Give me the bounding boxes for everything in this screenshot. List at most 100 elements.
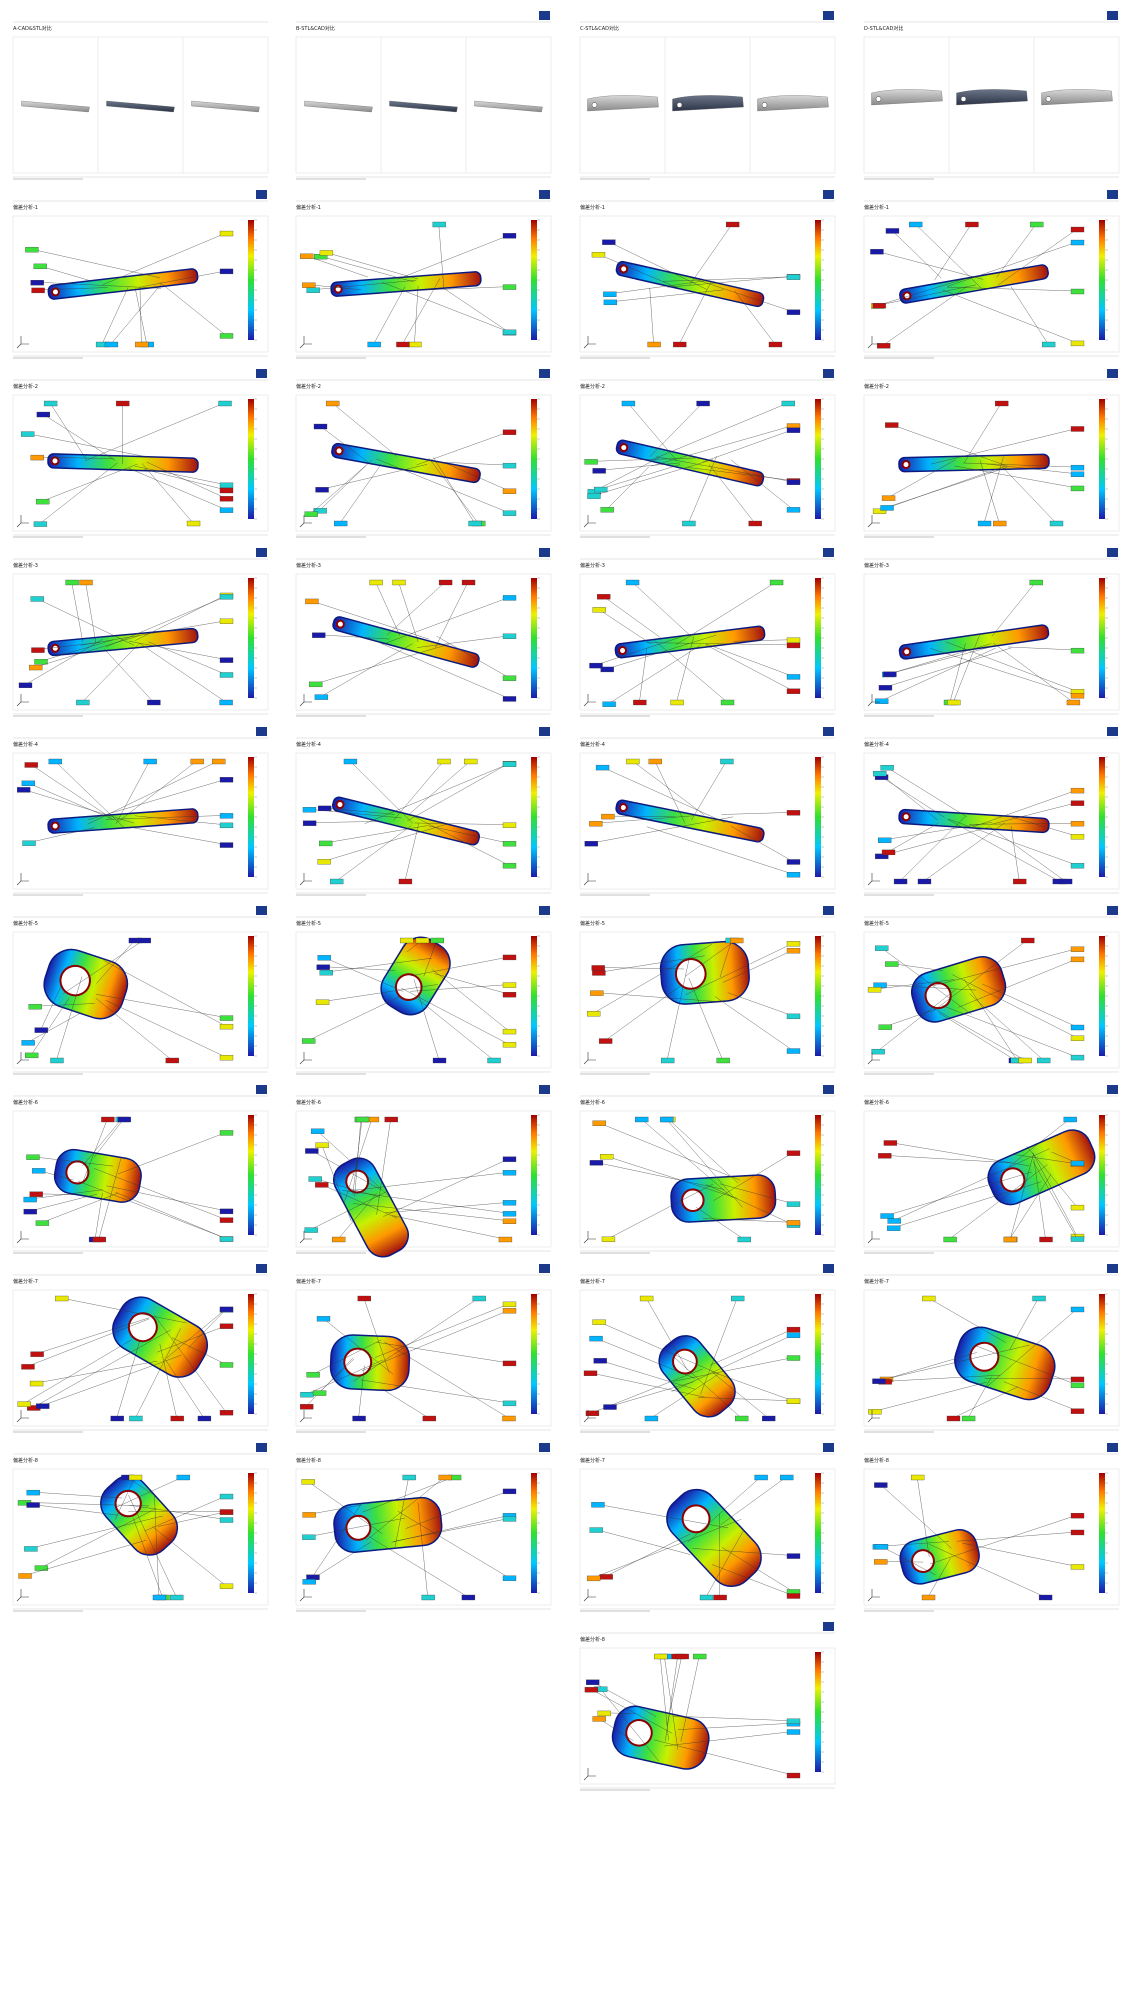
callout-line bbox=[1032, 1161, 1078, 1239]
callout-label bbox=[876, 343, 891, 349]
callout-line bbox=[952, 1386, 1018, 1419]
callout-label bbox=[430, 937, 444, 944]
callout-line bbox=[40, 639, 114, 662]
callout-label bbox=[874, 1559, 888, 1565]
part-hole bbox=[50, 456, 60, 466]
part-hole bbox=[761, 102, 768, 108]
callout-label bbox=[25, 1052, 39, 1059]
callout-label bbox=[402, 1474, 416, 1481]
callout-line bbox=[318, 634, 390, 640]
logo bbox=[823, 727, 834, 736]
callout-line bbox=[878, 1541, 950, 1547]
part-hole bbox=[674, 958, 707, 990]
callout-label bbox=[34, 1565, 49, 1571]
callout-label bbox=[786, 1048, 801, 1054]
callout-label bbox=[661, 1057, 675, 1064]
page-title: 偏差分析-7 bbox=[580, 1278, 605, 1285]
part-hole bbox=[902, 647, 912, 657]
report-page: 偏差分析-3 bbox=[863, 548, 1120, 717]
callout-line bbox=[368, 1536, 469, 1598]
callout-line bbox=[1014, 1154, 1078, 1164]
callout-label bbox=[625, 579, 640, 586]
axis-triad bbox=[583, 1410, 596, 1423]
callout-line bbox=[688, 456, 717, 524]
callout-label bbox=[384, 1116, 398, 1123]
callout-line bbox=[953, 635, 980, 703]
callout-line bbox=[654, 760, 686, 824]
callout-label bbox=[597, 594, 611, 600]
axis-triad bbox=[583, 336, 596, 349]
footer-bar bbox=[13, 1610, 83, 1612]
callout-line bbox=[595, 634, 687, 666]
callout-label bbox=[502, 1575, 517, 1581]
callout-line bbox=[969, 993, 1044, 1061]
callout-line bbox=[116, 1341, 140, 1419]
callout-line bbox=[932, 948, 1078, 987]
callout-line bbox=[77, 1180, 227, 1239]
page-title: 偏差分析-5 bbox=[13, 920, 38, 927]
page-title: 偏差分析-6 bbox=[296, 1099, 321, 1106]
report-page: A-CAD&STL对比 bbox=[12, 11, 269, 180]
report-page: 偏差分析-1 bbox=[579, 190, 836, 359]
callout-label bbox=[502, 329, 517, 336]
callout-label bbox=[219, 1509, 234, 1515]
callout-line bbox=[105, 999, 227, 1058]
callout-line bbox=[645, 1297, 688, 1371]
part-hole bbox=[969, 1341, 1000, 1372]
callout-label bbox=[881, 495, 896, 501]
part-deviation-map bbox=[333, 1157, 409, 1258]
callout-label bbox=[104, 341, 119, 348]
callout-line bbox=[1010, 286, 1049, 345]
callout-line bbox=[1032, 1152, 1078, 1237]
callout-label bbox=[786, 1150, 801, 1156]
callout-label bbox=[881, 849, 896, 856]
callout-line bbox=[982, 983, 1078, 1028]
report-page: 偏差分析-3 bbox=[579, 548, 836, 717]
footer-bar bbox=[580, 536, 650, 538]
callout-label bbox=[883, 671, 897, 677]
callout-label bbox=[317, 955, 331, 961]
callout-label bbox=[21, 1364, 35, 1370]
report-page: 偏差分析-2 bbox=[863, 369, 1120, 538]
logo bbox=[1107, 190, 1118, 199]
color-scale bbox=[531, 1473, 537, 1593]
callout-line bbox=[692, 1548, 794, 1556]
logo bbox=[823, 1264, 834, 1273]
callout-label bbox=[487, 1057, 501, 1064]
callout-line bbox=[311, 1150, 381, 1190]
callout-line bbox=[691, 760, 727, 820]
callout-line bbox=[128, 1494, 177, 1598]
callout-line bbox=[711, 1371, 794, 1401]
callout-line bbox=[1009, 1297, 1039, 1350]
callout-line bbox=[308, 1541, 372, 1582]
part-deviation-map bbox=[380, 936, 451, 1016]
logo bbox=[823, 190, 834, 199]
callout-line bbox=[886, 1171, 1032, 1216]
part-deviation-map bbox=[987, 1129, 1096, 1206]
callout-line bbox=[367, 637, 510, 699]
callout-label bbox=[502, 633, 517, 639]
callout-line bbox=[915, 223, 984, 291]
callout-label bbox=[110, 1415, 124, 1422]
callout-label bbox=[319, 840, 333, 847]
callout-label bbox=[873, 982, 887, 988]
callout-label bbox=[502, 1156, 517, 1162]
callout-line bbox=[714, 996, 794, 1051]
page-title: 偏差分析-5 bbox=[864, 920, 889, 927]
page-title: 偏差分析-1 bbox=[580, 204, 605, 211]
callout-line bbox=[609, 1381, 694, 1407]
part-body bbox=[615, 260, 765, 308]
callout-label bbox=[592, 1319, 606, 1325]
part-hole bbox=[618, 803, 628, 813]
footer-bar bbox=[864, 715, 934, 717]
callout-label bbox=[921, 1594, 936, 1601]
callout-line bbox=[664, 1731, 794, 1747]
callout-line bbox=[963, 462, 1078, 468]
callout-line bbox=[164, 1359, 205, 1419]
callout-line bbox=[394, 1476, 409, 1547]
part-deviation-map bbox=[47, 268, 199, 300]
callout-line bbox=[649, 402, 703, 457]
callout-line bbox=[152, 1526, 227, 1586]
callout-line bbox=[967, 1377, 992, 1419]
callout-line bbox=[376, 458, 510, 513]
